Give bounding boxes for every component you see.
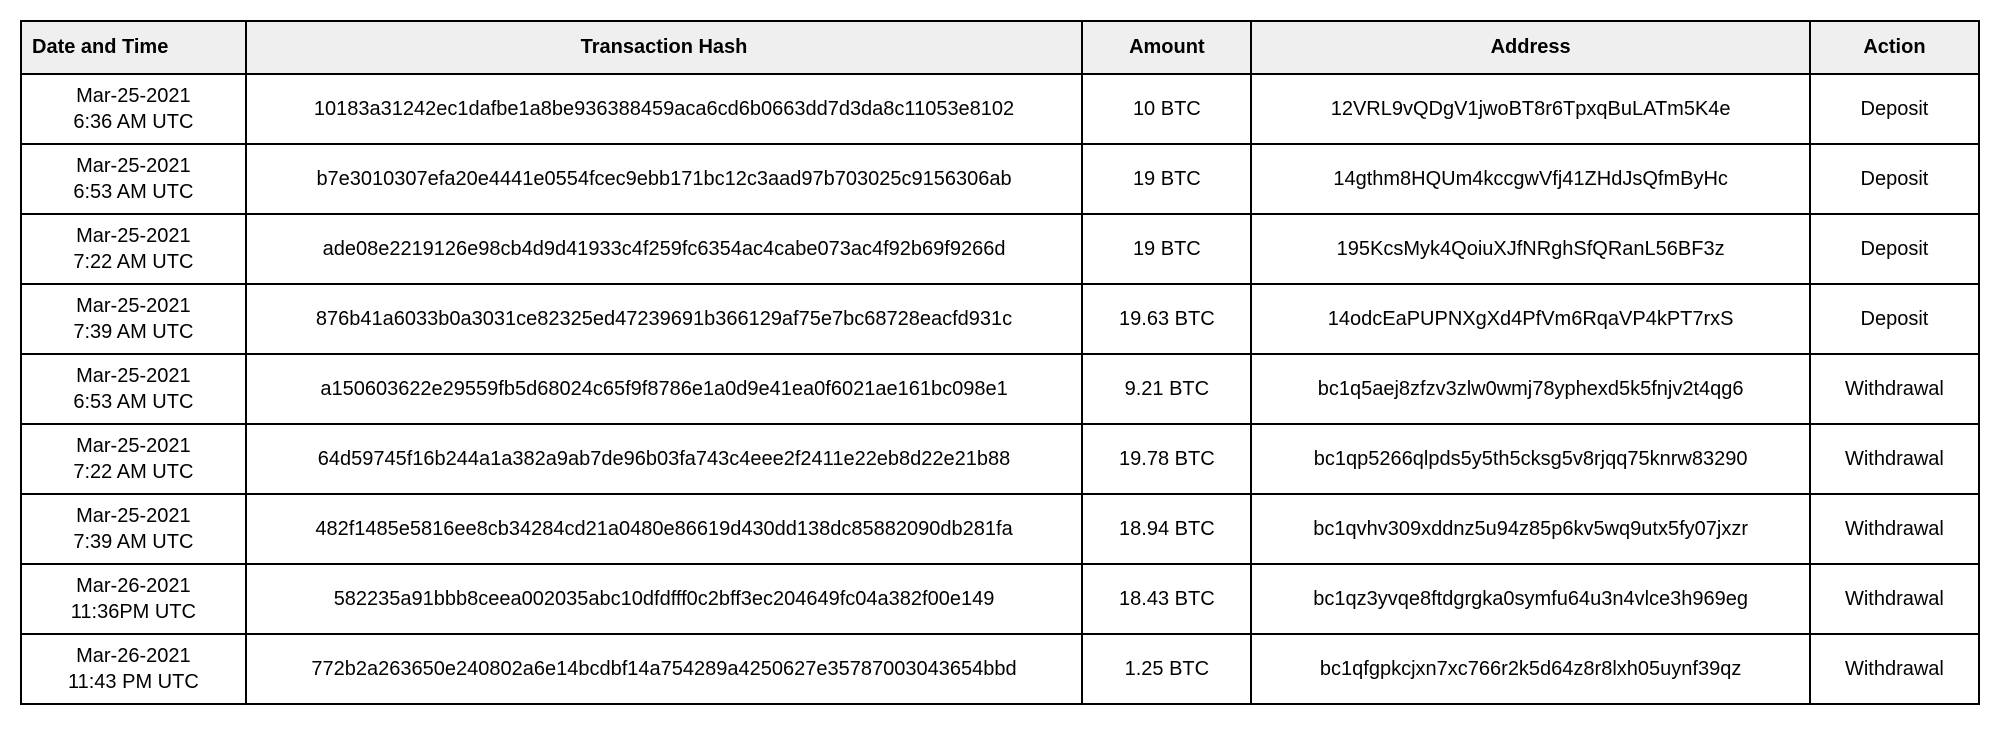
table-row: Mar-26-2021 11:43 PM UTC 772b2a263650e24… [21, 634, 1979, 704]
cell-address: 12VRL9vQDgV1jwoBT8r6TpxqBuLATm5K4e [1251, 74, 1809, 144]
header-date-and-time: Date and Time [21, 21, 246, 74]
cell-action: Withdrawal [1810, 424, 1979, 494]
table-row: Mar-25-2021 6:53 AM UTC b7e3010307efa20e… [21, 144, 1979, 214]
cell-address: bc1q5aej8zfzv3zlw0wmj78yphexd5k5fnjv2t4q… [1251, 354, 1809, 424]
cell-amount: 1.25 BTC [1082, 634, 1251, 704]
table-row: Mar-25-2021 7:22 AM UTC 64d59745f16b244a… [21, 424, 1979, 494]
cell-address: bc1qz3yvqe8ftdgrgka0symfu64u3n4vlce3h969… [1251, 564, 1809, 634]
header-address: Address [1251, 21, 1809, 74]
date-line1: Mar-25-2021 [32, 293, 235, 319]
cell-amount: 18.43 BTC [1082, 564, 1251, 634]
cell-date: Mar-26-2021 11:36PM UTC [21, 564, 246, 634]
date-line2: 7:22 AM UTC [32, 249, 235, 275]
cell-date: Mar-26-2021 11:43 PM UTC [21, 634, 246, 704]
cell-date: Mar-25-2021 6:53 AM UTC [21, 144, 246, 214]
date-line2: 6:36 AM UTC [32, 109, 235, 135]
table-row: Mar-25-2021 7:22 AM UTC ade08e2219126e98… [21, 214, 1979, 284]
cell-hash: 876b41a6033b0a3031ce82325ed47239691b3661… [246, 284, 1083, 354]
cell-hash: 64d59745f16b244a1a382a9ab7de96b03fa743c4… [246, 424, 1083, 494]
cell-action: Withdrawal [1810, 634, 1979, 704]
date-line1: Mar-25-2021 [32, 83, 235, 109]
date-line1: Mar-25-2021 [32, 153, 235, 179]
cell-action: Deposit [1810, 144, 1979, 214]
cell-date: Mar-25-2021 6:36 AM UTC [21, 74, 246, 144]
cell-amount: 9.21 BTC [1082, 354, 1251, 424]
date-line2: 7:22 AM UTC [32, 459, 235, 485]
cell-date: Mar-25-2021 7:22 AM UTC [21, 424, 246, 494]
table-header: Date and Time Transaction Hash Amount Ad… [21, 21, 1979, 74]
cell-address: 14gthm8HQUm4kccgwVfj41ZHdJsQfmByHc [1251, 144, 1809, 214]
cell-amount: 10 BTC [1082, 74, 1251, 144]
cell-amount: 19.78 BTC [1082, 424, 1251, 494]
table-row: Mar-25-2021 6:53 AM UTC a150603622e29559… [21, 354, 1979, 424]
cell-address: 14odcEaPUPNXgXd4PfVm6RqaVP4kPT7rxS [1251, 284, 1809, 354]
cell-address: 195KcsMyk4QoiuXJfNRghSfQRanL56BF3z [1251, 214, 1809, 284]
header-row: Date and Time Transaction Hash Amount Ad… [21, 21, 1979, 74]
cell-amount: 19 BTC [1082, 214, 1251, 284]
header-transaction-hash: Transaction Hash [246, 21, 1083, 74]
cell-hash: ade08e2219126e98cb4d9d41933c4f259fc6354a… [246, 214, 1083, 284]
cell-hash: 10183a31242ec1dafbe1a8be936388459aca6cd6… [246, 74, 1083, 144]
cell-date: Mar-25-2021 7:39 AM UTC [21, 494, 246, 564]
cell-action: Withdrawal [1810, 494, 1979, 564]
cell-date: Mar-25-2021 7:22 AM UTC [21, 214, 246, 284]
table-row: Mar-26-2021 11:36PM UTC 582235a91bbb8cee… [21, 564, 1979, 634]
cell-hash: a150603622e29559fb5d68024c65f9f8786e1a0d… [246, 354, 1083, 424]
cell-action: Deposit [1810, 214, 1979, 284]
cell-hash: 482f1485e5816ee8cb34284cd21a0480e86619d4… [246, 494, 1083, 564]
cell-address: bc1qp5266qlpds5y5th5cksg5v8rjqq75knrw832… [1251, 424, 1809, 494]
cell-address: bc1qfgpkcjxn7xc766r2k5d64z8r8lxh05uynf39… [1251, 634, 1809, 704]
cell-action: Deposit [1810, 74, 1979, 144]
date-line2: 11:43 PM UTC [32, 669, 235, 695]
date-line2: 7:39 AM UTC [32, 319, 235, 345]
cell-date: Mar-25-2021 6:53 AM UTC [21, 354, 246, 424]
header-amount: Amount [1082, 21, 1251, 74]
transactions-table: Date and Time Transaction Hash Amount Ad… [20, 20, 1980, 705]
table-row: Mar-25-2021 6:36 AM UTC 10183a31242ec1da… [21, 74, 1979, 144]
cell-hash: 582235a91bbb8ceea002035abc10dfdfff0c2bff… [246, 564, 1083, 634]
cell-hash: 772b2a263650e240802a6e14bcdbf14a754289a4… [246, 634, 1083, 704]
cell-amount: 19.63 BTC [1082, 284, 1251, 354]
cell-action: Withdrawal [1810, 564, 1979, 634]
date-line1: Mar-26-2021 [32, 643, 235, 669]
cell-date: Mar-25-2021 7:39 AM UTC [21, 284, 246, 354]
cell-amount: 18.94 BTC [1082, 494, 1251, 564]
date-line1: Mar-26-2021 [32, 573, 235, 599]
cell-hash: b7e3010307efa20e4441e0554fcec9ebb171bc12… [246, 144, 1083, 214]
header-action: Action [1810, 21, 1979, 74]
cell-address: bc1qvhv309xddnz5u94z85p6kv5wq9utx5fy07jx… [1251, 494, 1809, 564]
cell-amount: 19 BTC [1082, 144, 1251, 214]
table-row: Mar-25-2021 7:39 AM UTC 482f1485e5816ee8… [21, 494, 1979, 564]
date-line1: Mar-25-2021 [32, 223, 235, 249]
cell-action: Withdrawal [1810, 354, 1979, 424]
date-line1: Mar-25-2021 [32, 503, 235, 529]
date-line2: 11:36PM UTC [32, 599, 235, 625]
date-line1: Mar-25-2021 [32, 433, 235, 459]
table-body: Mar-25-2021 6:36 AM UTC 10183a31242ec1da… [21, 74, 1979, 704]
table-row: Mar-25-2021 7:39 AM UTC 876b41a6033b0a30… [21, 284, 1979, 354]
cell-action: Deposit [1810, 284, 1979, 354]
date-line2: 7:39 AM UTC [32, 529, 235, 555]
date-line2: 6:53 AM UTC [32, 389, 235, 415]
date-line2: 6:53 AM UTC [32, 179, 235, 205]
date-line1: Mar-25-2021 [32, 363, 235, 389]
